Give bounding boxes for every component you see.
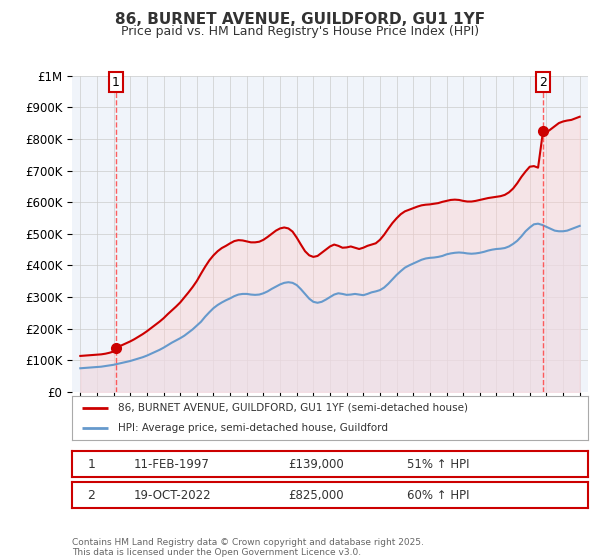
Text: 11-FEB-1997: 11-FEB-1997 <box>134 458 210 471</box>
Text: 2: 2 <box>88 488 95 502</box>
Text: Price paid vs. HM Land Registry's House Price Index (HPI): Price paid vs. HM Land Registry's House … <box>121 25 479 38</box>
Text: 51% ↑ HPI: 51% ↑ HPI <box>407 458 470 471</box>
Text: 1: 1 <box>88 458 95 471</box>
Text: £825,000: £825,000 <box>289 488 344 502</box>
Text: 86, BURNET AVENUE, GUILDFORD, GU1 1YF (semi-detached house): 86, BURNET AVENUE, GUILDFORD, GU1 1YF (s… <box>118 403 469 413</box>
Text: 60% ↑ HPI: 60% ↑ HPI <box>407 488 470 502</box>
Text: Contains HM Land Registry data © Crown copyright and database right 2025.
This d: Contains HM Land Registry data © Crown c… <box>72 538 424 557</box>
Text: 2: 2 <box>539 76 547 88</box>
Text: 19-OCT-2022: 19-OCT-2022 <box>134 488 212 502</box>
Text: £139,000: £139,000 <box>289 458 344 471</box>
Text: 1: 1 <box>112 76 119 88</box>
Text: HPI: Average price, semi-detached house, Guildford: HPI: Average price, semi-detached house,… <box>118 423 388 433</box>
Text: 86, BURNET AVENUE, GUILDFORD, GU1 1YF: 86, BURNET AVENUE, GUILDFORD, GU1 1YF <box>115 12 485 27</box>
